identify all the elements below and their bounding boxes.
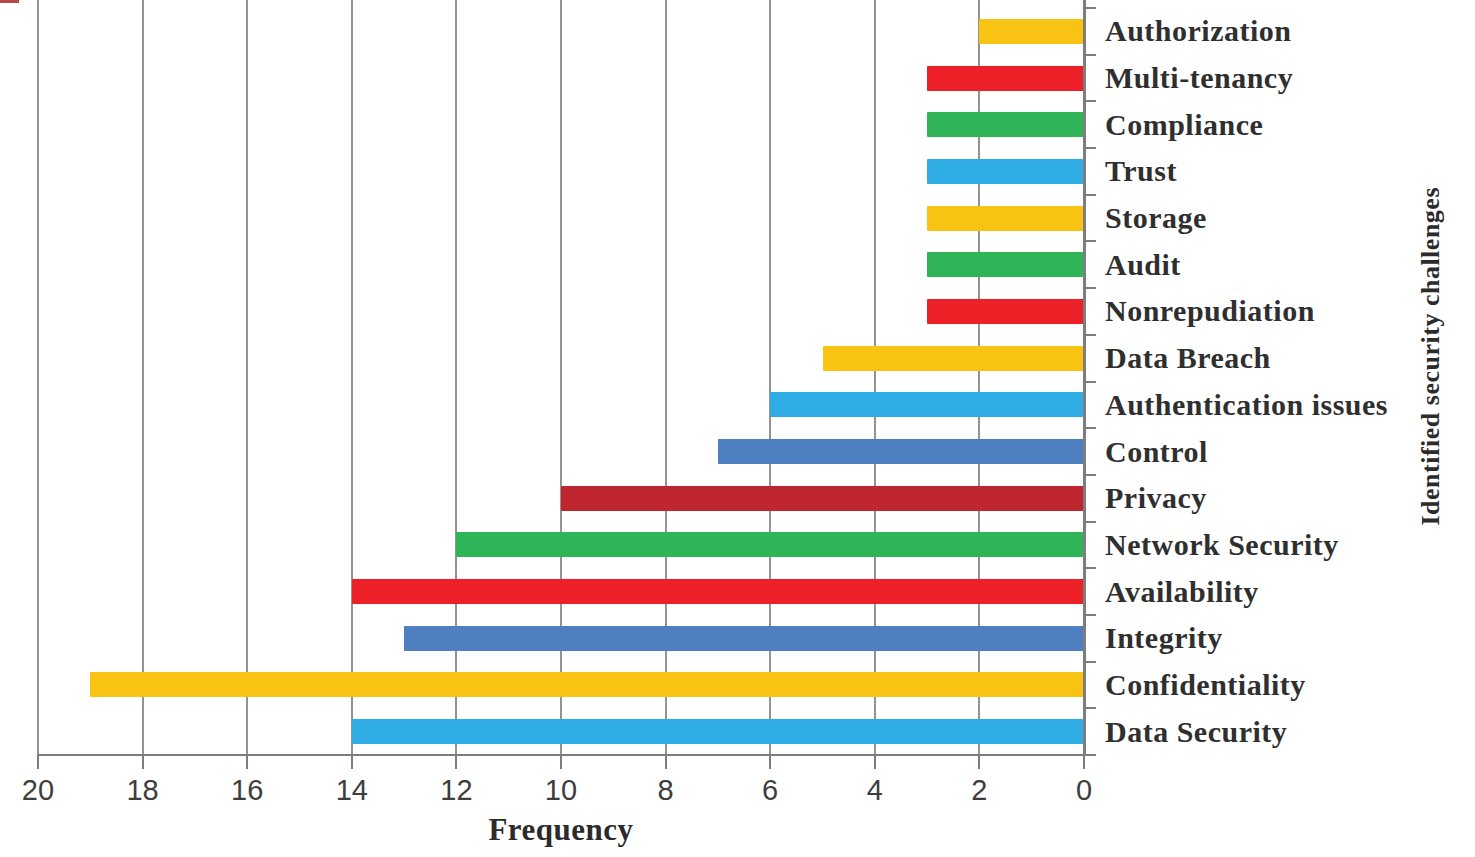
right-axis-line	[1083, 0, 1086, 755]
y-axis-tick	[1083, 427, 1096, 429]
y-axis-title-text: Identified security challenges	[1416, 187, 1446, 526]
bar-nonrepudiation	[927, 299, 1084, 324]
x-tick-label-6: 6	[762, 774, 778, 807]
x-tick-label-10: 10	[545, 774, 577, 807]
y-axis-tick	[1083, 147, 1096, 149]
x-axis-tick-18	[142, 754, 144, 769]
x-axis-tick-16	[246, 754, 248, 769]
bar-data-breach	[823, 346, 1085, 371]
y-axis-tick	[1083, 240, 1096, 242]
crop-artifact	[0, 0, 19, 3]
x-axis-tick-6	[769, 754, 771, 769]
x-tick-label-12: 12	[440, 774, 472, 807]
x-tick-label-14: 14	[336, 774, 368, 807]
y-axis-tick	[1083, 474, 1096, 476]
bar-confidentiality	[90, 672, 1084, 697]
y-axis-tick	[1083, 567, 1096, 569]
y-axis-tick	[1083, 287, 1096, 289]
x-axis-title: Frequency	[488, 812, 633, 848]
category-label-control: Control	[1105, 428, 1208, 475]
x-axis-tick-2	[978, 754, 980, 769]
category-label-multi-tenancy: Multi-tenancy	[1105, 55, 1293, 102]
grid-line-18	[142, 0, 144, 755]
bar-authorization	[979, 19, 1084, 44]
y-axis-tick	[1083, 707, 1096, 709]
x-tick-label-0: 0	[1076, 774, 1092, 807]
y-axis-tick	[1083, 381, 1096, 383]
x-tick-label-8: 8	[658, 774, 674, 807]
bar-compliance	[927, 112, 1084, 137]
category-label-privacy: Privacy	[1105, 475, 1207, 522]
category-label-network-security: Network Security	[1105, 522, 1339, 569]
bar-audit	[927, 252, 1084, 277]
category-label-data-security: Data Security	[1105, 708, 1287, 755]
x-axis-tick-10	[560, 754, 562, 769]
category-label-integrity: Integrity	[1105, 615, 1223, 662]
frequency-bar-chart: AuthorizationMulti-tenancyComplianceTrus…	[0, 0, 1475, 857]
grid-line-16	[246, 0, 248, 755]
category-label-audit: Audit	[1105, 241, 1181, 288]
x-axis-tick-14	[351, 754, 353, 769]
grid-line-20	[37, 0, 39, 755]
bar-data-security	[352, 719, 1084, 744]
y-axis-tick	[1083, 661, 1096, 663]
bar-trust	[927, 159, 1084, 184]
y-axis-tick	[1083, 194, 1096, 196]
bar-authentication-issues	[770, 392, 1084, 417]
category-label-availability: Availability	[1105, 568, 1259, 615]
x-axis-tick-4	[874, 754, 876, 769]
x-axis-tick-8	[665, 754, 667, 769]
category-label-confidentiality: Confidentiality	[1105, 662, 1306, 709]
y-axis-tick	[1083, 334, 1096, 336]
y-axis-tick	[1083, 7, 1096, 9]
x-tick-label-18: 18	[126, 774, 158, 807]
category-label-authorization: Authorization	[1105, 8, 1292, 55]
y-axis-tick	[1083, 54, 1096, 56]
x-axis-tick-12	[455, 754, 457, 769]
y-axis-tick	[1083, 614, 1096, 616]
category-label-storage: Storage	[1105, 195, 1207, 242]
bar-privacy	[561, 486, 1084, 511]
x-tick-label-4: 4	[867, 774, 883, 807]
bar-multi-tenancy	[927, 66, 1084, 91]
category-label-nonrepudiation: Nonrepudiation	[1105, 288, 1315, 335]
bottom-axis-line	[38, 754, 1096, 756]
bar-integrity	[404, 626, 1084, 651]
bar-storage	[927, 206, 1084, 231]
bar-control	[718, 439, 1084, 464]
category-label-trust: Trust	[1105, 148, 1177, 195]
y-axis-tick	[1083, 521, 1096, 523]
bar-availability	[352, 579, 1084, 604]
y-axis-tick	[1083, 754, 1096, 756]
bar-network-security	[456, 532, 1084, 557]
x-tick-label-2: 2	[971, 774, 987, 807]
y-axis-tick	[1083, 100, 1096, 102]
x-axis-tick-20	[37, 754, 39, 769]
category-label-authentication-issues: Authentication issues	[1105, 382, 1388, 429]
category-label-data-breach: Data Breach	[1105, 335, 1271, 382]
grid-line-14	[351, 0, 353, 755]
y-axis-title: Identified security challenges	[1406, 182, 1456, 530]
x-axis-tick-0	[1083, 754, 1085, 769]
x-tick-label-16: 16	[231, 774, 263, 807]
category-label-compliance: Compliance	[1105, 101, 1263, 148]
x-tick-label-20: 20	[22, 774, 54, 807]
